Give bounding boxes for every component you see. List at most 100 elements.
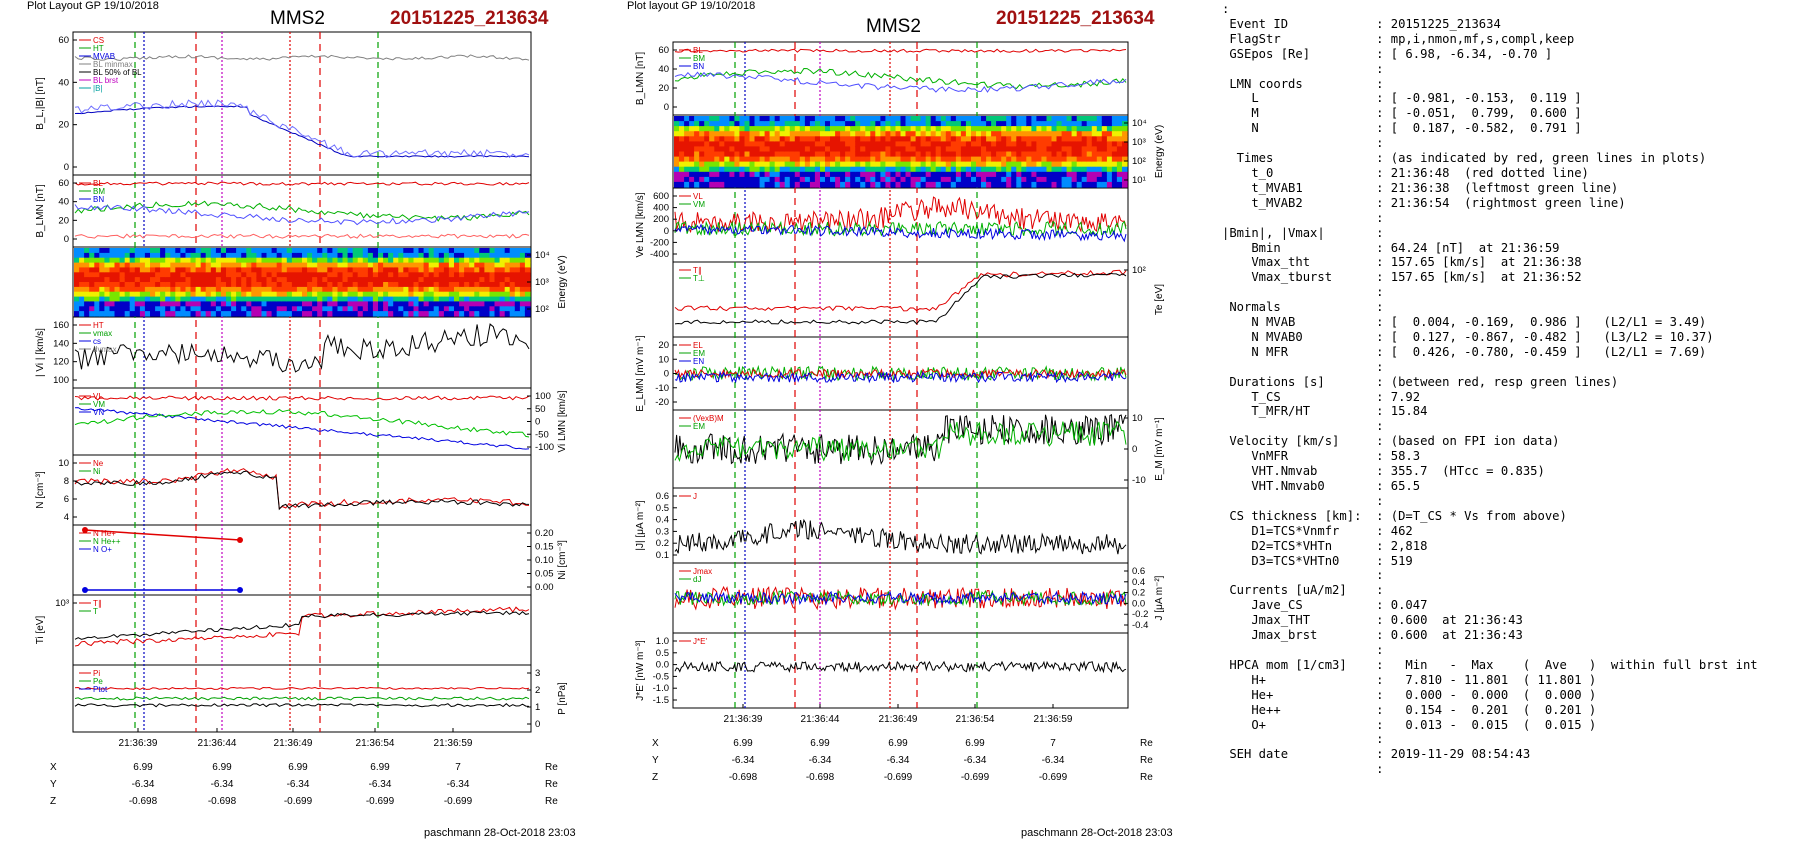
spectrogram-cell — [403, 262, 409, 269]
spectrogram-cell — [1086, 126, 1093, 132]
spectrogram-cell — [210, 262, 217, 269]
legend-entry: VL — [693, 192, 703, 201]
spectrogram-cell — [915, 171, 922, 178]
spectrogram-cell — [231, 311, 237, 317]
info-line: : — [1376, 568, 1384, 583]
spectrogram-cell — [935, 136, 942, 142]
spectrogram-cell — [991, 121, 997, 127]
spectrogram-cell — [165, 282, 171, 288]
O-point — [237, 587, 243, 593]
spectrogram-cell — [674, 146, 680, 153]
spectrogram-cell — [139, 286, 146, 293]
spectrogram-cell — [694, 181, 700, 188]
spectrogram-cell — [679, 176, 685, 183]
spectrogram-cell — [794, 146, 801, 153]
spectrogram-cell — [236, 301, 242, 307]
spectrogram-cell — [794, 156, 801, 163]
spectrogram-cell — [739, 146, 745, 153]
spectrogram-cell — [1011, 121, 1017, 127]
spectrogram-cell — [231, 306, 237, 312]
spectrogram-cell — [398, 311, 404, 317]
spectrogram-cell — [905, 156, 912, 163]
spectrogram-cell — [484, 291, 491, 298]
info-line: T_CS : 7.92 — [1251, 389, 1421, 404]
spectrogram-cell — [885, 131, 891, 137]
y-tick-label: 0.5 — [656, 648, 669, 659]
spectrogram-cell — [327, 262, 333, 269]
spectrogram-cell — [114, 291, 121, 298]
spectrogram-cell — [855, 156, 861, 163]
spectrogram-cell — [935, 156, 942, 163]
spectrogram-cell — [454, 301, 460, 307]
spectrogram-cell — [144, 301, 151, 307]
spectrogram-cell — [185, 272, 192, 278]
spectrogram-cell — [1086, 156, 1093, 163]
spectrogram-cell — [789, 146, 796, 153]
spectrogram-cell — [935, 176, 942, 183]
spectrogram-cell — [1016, 141, 1022, 148]
spectrogram-cell — [256, 257, 263, 264]
info-line: T_MFR/HT : 15.84 — [1251, 404, 1428, 419]
spectrogram-cell — [1116, 121, 1123, 127]
spectrogram-cell — [699, 131, 705, 137]
info-line: H+ : 7.810 - 11.801 ( 11.801 ) — [1251, 672, 1597, 687]
spectrogram-cell — [74, 262, 80, 269]
spectrogram-cell — [524, 277, 531, 283]
spectrogram-cell — [372, 282, 379, 288]
ephem-label: X — [50, 762, 57, 773]
spectrogram-cell — [960, 116, 967, 122]
y-tick-label: 10 — [1132, 413, 1143, 424]
y-tick-label: -1.0 — [653, 683, 669, 694]
spectrogram-cell — [464, 296, 470, 303]
spectrogram-cell — [261, 262, 268, 269]
spectrogram-cell — [205, 262, 212, 269]
legend-entry: MVAB — [93, 52, 115, 61]
spectrogram-cell — [870, 166, 876, 173]
spectrogram-cell — [1001, 156, 1007, 163]
spectrogram-cell — [403, 301, 409, 307]
spectrogram-cell — [1016, 121, 1022, 127]
spectrogram-cell — [930, 121, 937, 127]
spectrogram-cell — [231, 252, 237, 259]
spectrogram-cell — [165, 286, 171, 293]
spectrogram-cell — [109, 311, 116, 317]
spectrogram-cell — [276, 272, 283, 278]
spectrogram-cell — [160, 252, 166, 259]
spectrogram-cell — [940, 171, 947, 178]
spectrogram-cell — [276, 282, 283, 288]
spectrogram-cell — [930, 141, 937, 148]
spectrogram-cell — [1111, 131, 1118, 137]
spectrogram-cell — [418, 272, 425, 278]
y-tick-label: 0 — [664, 369, 669, 380]
spectrogram-cell — [1061, 116, 1068, 122]
spectrogram-cell — [134, 296, 141, 303]
spectrogram-cell — [170, 248, 176, 254]
spectrogram-cell — [94, 267, 100, 273]
spectrogram-cell — [155, 267, 161, 273]
spectrogram-cell — [739, 176, 745, 183]
spectrogram-cell — [114, 252, 121, 259]
spectrogram-cell — [764, 126, 771, 132]
spectrogram-cell — [825, 171, 831, 178]
spectrogram-cell — [307, 267, 313, 273]
spectrogram-cell — [794, 181, 801, 188]
spectrogram-cell — [332, 277, 339, 283]
spectrogram-cell — [840, 146, 846, 153]
spectrogram-cell — [996, 146, 1002, 153]
spectrogram-cell — [499, 252, 506, 259]
spectrogram-cell — [739, 136, 745, 142]
spectrogram-cell — [1096, 171, 1103, 178]
spectrogram-cell — [900, 136, 907, 142]
spectrogram-cell — [860, 156, 866, 163]
spectrogram-cell — [327, 248, 333, 254]
spectrogram-cell — [860, 136, 866, 142]
spectrogram-cell — [955, 181, 962, 188]
spectrogram-cell — [1001, 131, 1007, 137]
spectrogram-cell — [291, 301, 298, 307]
spectrogram-cell — [835, 136, 841, 142]
spectrogram-cell — [774, 156, 781, 163]
spectrogram-cell — [342, 282, 349, 288]
spectrogram-cell — [484, 257, 491, 264]
spectrogram-cell — [114, 248, 121, 254]
spectrogram-cell — [971, 176, 977, 183]
